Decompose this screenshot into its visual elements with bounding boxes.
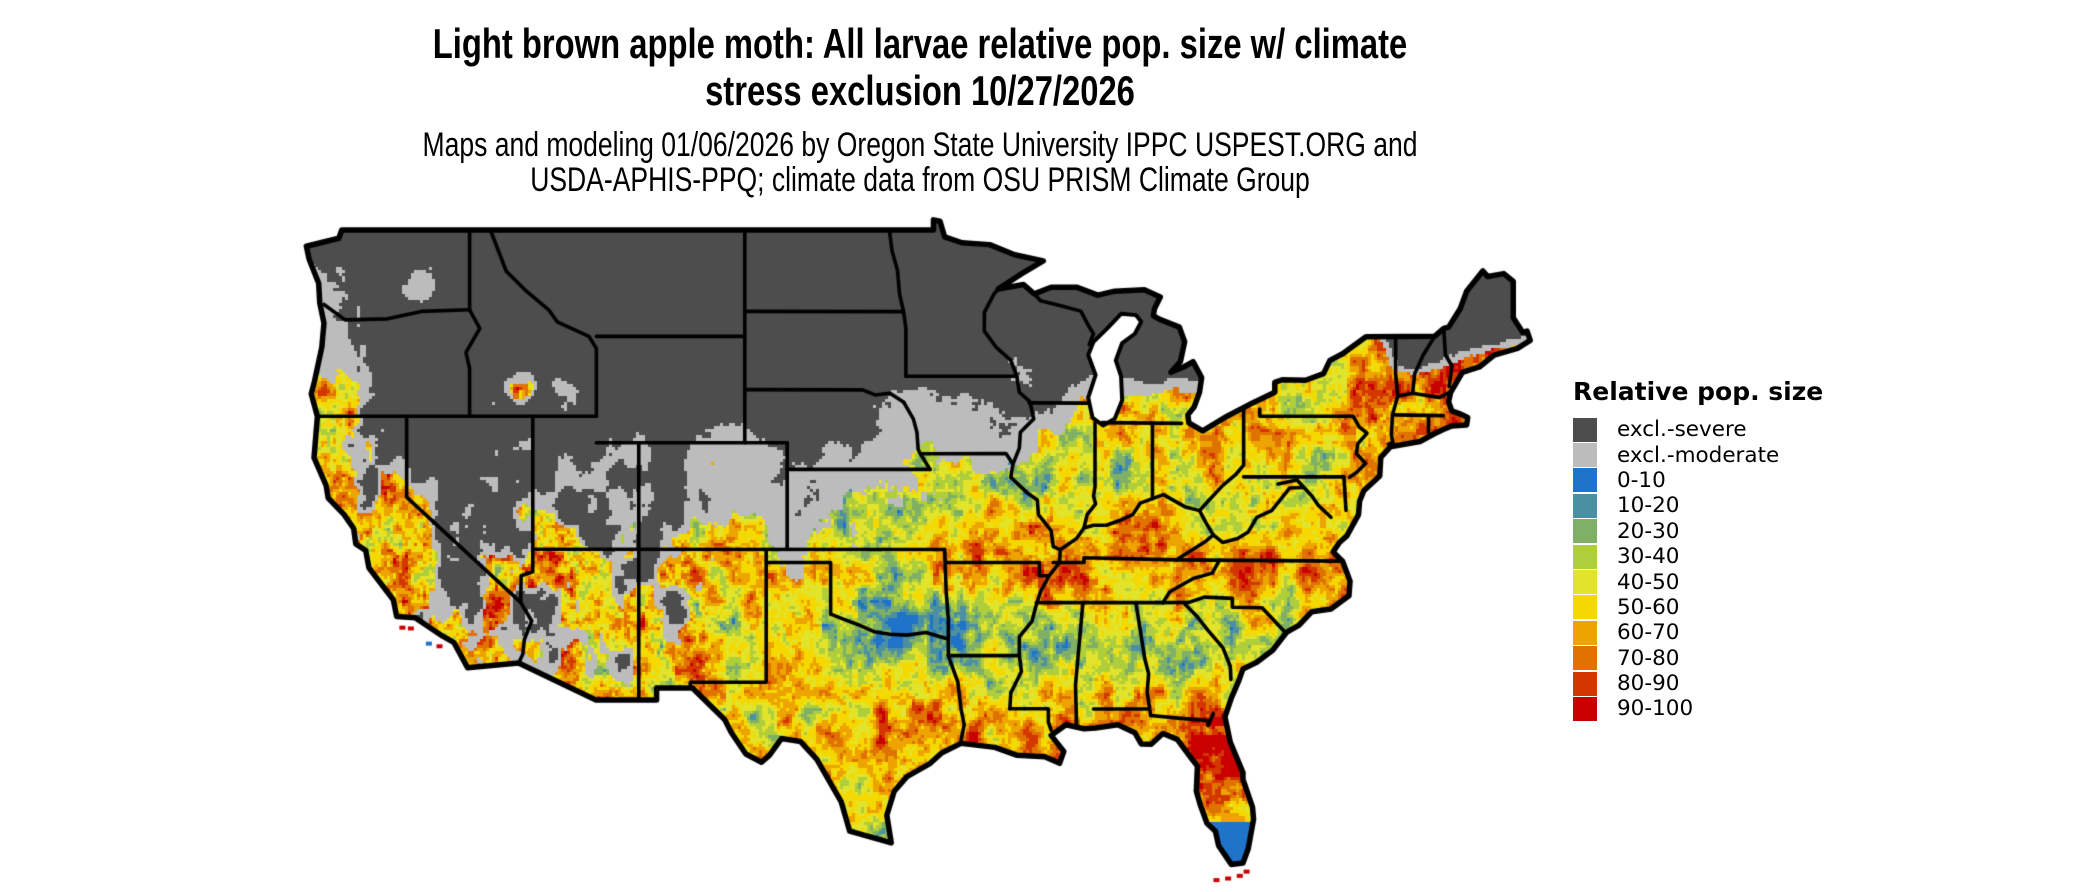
legend-item: 80-90 bbox=[1573, 671, 1823, 696]
map-subtitle: Maps and modeling 01/06/2026 by Oregon S… bbox=[202, 128, 1637, 198]
us-map bbox=[300, 208, 1544, 892]
legend-item-label: 10-20 bbox=[1617, 493, 1680, 519]
legend-item: excl.-severe bbox=[1573, 417, 1823, 442]
legend-item-label: 90-100 bbox=[1617, 696, 1694, 722]
map-title-line2: stress exclusion 10/27/2026 bbox=[705, 67, 1135, 114]
legend-swatch bbox=[1573, 620, 1597, 645]
legend-item-label: 0-10 bbox=[1617, 467, 1666, 493]
legend-item-label: excl.-severe bbox=[1617, 417, 1747, 443]
header: Light brown apple moth: All larvae relat… bbox=[202, 20, 1637, 198]
legend-item-label: 40-50 bbox=[1617, 569, 1680, 595]
map-title-line1: Light brown apple moth: All larvae relat… bbox=[432, 20, 1408, 67]
legend-swatch bbox=[1573, 595, 1597, 620]
legend-swatch bbox=[1573, 417, 1597, 442]
legend-item: 70-80 bbox=[1573, 646, 1823, 671]
legend-swatch bbox=[1573, 544, 1597, 569]
legend-swatch bbox=[1573, 570, 1597, 595]
legend-item: excl.-moderate bbox=[1573, 442, 1823, 468]
legend-item: 30-40 bbox=[1573, 544, 1823, 569]
legend-item-label: 80-90 bbox=[1617, 671, 1680, 697]
legend-item: 50-60 bbox=[1573, 595, 1823, 620]
legend-item-label: 20-30 bbox=[1617, 518, 1680, 544]
legend-title: Relative pop. size bbox=[1573, 377, 1824, 406]
legend-rows: excl.-severe excl.-moderate 0-10 10-20 20-30… bbox=[1573, 417, 1823, 722]
legend-item: 90-100 bbox=[1573, 696, 1823, 721]
map-subtitle-line1: Maps and modeling 01/06/2026 by Oregon S… bbox=[422, 126, 1418, 164]
legend-swatch bbox=[1573, 646, 1597, 671]
legend-swatch bbox=[1573, 671, 1597, 696]
legend-item-label: 30-40 bbox=[1617, 544, 1680, 570]
legend-item-label: 50-60 bbox=[1617, 594, 1680, 620]
legend-item: 40-50 bbox=[1573, 569, 1823, 595]
us-map-canvas bbox=[300, 208, 1544, 892]
legend-swatch bbox=[1573, 493, 1597, 518]
legend-swatch bbox=[1573, 468, 1597, 493]
legend-item-label: excl.-moderate bbox=[1617, 442, 1780, 468]
map-subtitle-line2: USDA-APHIS-PPQ; climate data from OSU PR… bbox=[530, 161, 1310, 199]
legend-item: 20-30 bbox=[1573, 519, 1823, 544]
legend-item-label: 60-70 bbox=[1617, 620, 1680, 646]
legend-item: 60-70 bbox=[1573, 620, 1823, 645]
legend-swatch bbox=[1573, 443, 1597, 468]
legend-swatch bbox=[1573, 519, 1597, 544]
legend-item: 0-10 bbox=[1573, 468, 1823, 493]
legend-item-label: 70-80 bbox=[1617, 645, 1680, 671]
legend: Relative pop. size excl.-severe excl.-mod… bbox=[1573, 377, 1823, 722]
legend-item: 10-20 bbox=[1573, 493, 1823, 518]
legend-swatch bbox=[1573, 696, 1597, 721]
